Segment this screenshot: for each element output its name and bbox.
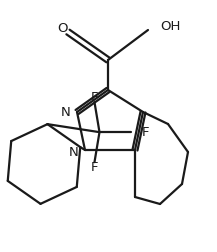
Text: F: F [141, 126, 149, 139]
Text: OH: OH [160, 19, 180, 33]
Text: O: O [57, 21, 67, 35]
Text: F: F [91, 161, 98, 174]
Text: N: N [69, 146, 79, 160]
Text: F: F [91, 91, 98, 104]
Text: N: N [61, 106, 71, 118]
